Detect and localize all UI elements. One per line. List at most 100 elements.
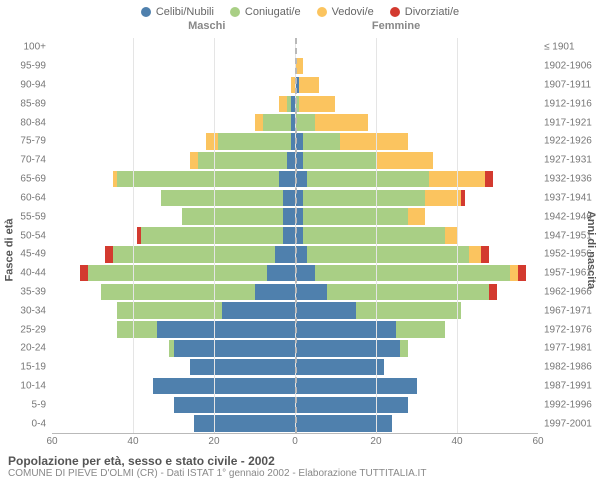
y-right-label: 1912-1916 [544, 98, 600, 109]
y-left-label: 25-29 [0, 324, 46, 335]
bar-segment [267, 265, 295, 282]
bar-segment [174, 397, 296, 414]
y-left-label: 55-59 [0, 211, 46, 222]
bar-segment [295, 397, 408, 414]
x-tick-label: 0 [292, 436, 298, 447]
x-tick-label: 40 [451, 436, 462, 447]
bar-segment [190, 152, 198, 169]
y-right-label: 1957-1961 [544, 268, 600, 279]
bar-segment [461, 190, 465, 207]
legend-label: Divorziati/e [405, 6, 459, 18]
y-left-label: 0-4 [0, 418, 46, 429]
bar-male [52, 208, 295, 225]
bar-female [295, 39, 538, 56]
y-right-label: 1972-1976 [544, 324, 600, 335]
grid-line [133, 38, 134, 433]
bar-segment [307, 171, 429, 188]
gender-right-label: Femmine [372, 20, 420, 32]
bar-female [295, 171, 538, 188]
bar-segment [206, 133, 218, 150]
bar-segment [279, 96, 287, 113]
bar-female [295, 133, 538, 150]
bar-male [52, 302, 295, 319]
bar-segment [518, 265, 526, 282]
x-tick-label: 40 [127, 436, 138, 447]
bar-male [52, 227, 295, 244]
legend-item: Vedovi/e [317, 6, 374, 18]
y-left-label: 50-54 [0, 230, 46, 241]
bar-male [52, 415, 295, 432]
bar-segment [283, 208, 295, 225]
bar-female [295, 227, 538, 244]
y-left-label: 20-24 [0, 343, 46, 354]
y-left-label: 75-79 [0, 136, 46, 147]
bar-segment [408, 208, 424, 225]
bar-segment [279, 171, 295, 188]
y-left-label: 5-9 [0, 399, 46, 410]
bar-female [295, 284, 538, 301]
bar-male [52, 265, 295, 282]
bar-segment [101, 284, 255, 301]
y-right-label: 1952-1956 [544, 249, 600, 260]
legend-label: Celibi/Nubili [156, 6, 214, 18]
bar-female [295, 265, 538, 282]
y-left-label: 90-94 [0, 80, 46, 91]
y-right-label: 1907-1911 [544, 80, 600, 91]
bar-segment [194, 415, 295, 432]
bar-segment [327, 284, 489, 301]
bar-segment [153, 378, 295, 395]
bar-female [295, 359, 538, 376]
y-right-label: 1962-1966 [544, 286, 600, 297]
bar-segment [157, 321, 295, 338]
bar-segment [340, 133, 409, 150]
bar-segment [307, 246, 469, 263]
y-right-label: 1932-1936 [544, 174, 600, 185]
legend-swatch [390, 7, 400, 17]
bar-female [295, 246, 538, 263]
legend-label: Vedovi/e [332, 6, 374, 18]
legend-swatch [317, 7, 327, 17]
bar-female [295, 378, 538, 395]
bar-female [295, 397, 538, 414]
bar-female [295, 152, 538, 169]
bar-male [52, 378, 295, 395]
y-right-label: 1937-1941 [544, 192, 600, 203]
bar-segment [299, 77, 319, 94]
bar-segment [295, 302, 356, 319]
x-tick-label: 20 [370, 436, 381, 447]
bar-segment [303, 190, 425, 207]
bar-segment [80, 265, 88, 282]
bar-segment [376, 152, 433, 169]
bar-segment [198, 152, 287, 169]
grid-line [376, 38, 377, 433]
y-left-label: 100+ [0, 42, 46, 53]
bar-segment [303, 208, 408, 225]
bar-segment [469, 246, 481, 263]
y-right-label: 1922-1926 [544, 136, 600, 147]
y-right-label: 1917-1921 [544, 117, 600, 128]
bar-male [52, 114, 295, 131]
bar-male [52, 284, 295, 301]
y-left-label: 10-14 [0, 380, 46, 391]
bar-segment [485, 171, 493, 188]
bar-segment [315, 265, 509, 282]
bar-male [52, 190, 295, 207]
y-left-label: 85-89 [0, 98, 46, 109]
y-right-label: 1947-1951 [544, 230, 600, 241]
bar-segment [510, 265, 518, 282]
bar-female [295, 415, 538, 432]
bar-male [52, 133, 295, 150]
bar-segment [445, 227, 457, 244]
x-tick-label: 20 [208, 436, 219, 447]
bar-female [295, 208, 538, 225]
bar-male [52, 359, 295, 376]
legend-swatch [230, 7, 240, 17]
plot-area: 100+95-9990-9485-8980-8475-7970-7465-696… [52, 38, 538, 434]
bar-male [52, 96, 295, 113]
y-left-label: 40-44 [0, 268, 46, 279]
bar-segment [356, 302, 461, 319]
bar-male [52, 77, 295, 94]
zero-line [295, 38, 297, 433]
bar-segment [481, 246, 489, 263]
legend-swatch [141, 7, 151, 17]
